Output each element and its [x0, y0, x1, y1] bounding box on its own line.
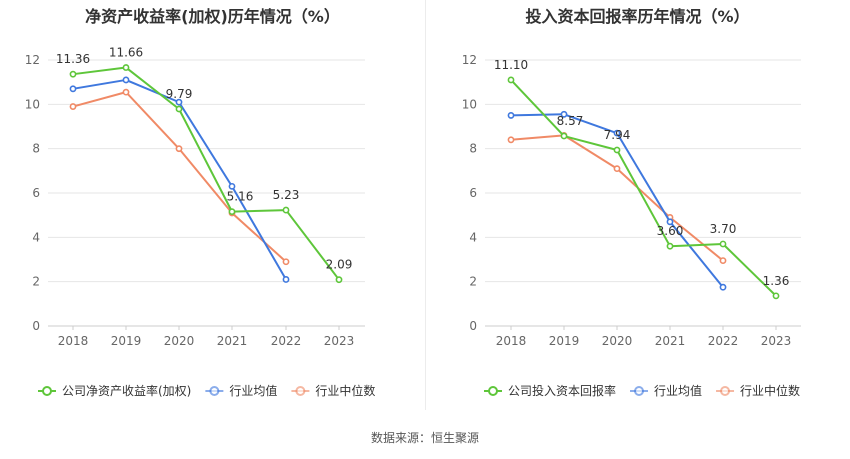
roe-legend-marker: [295, 386, 306, 396]
roic-avg-point: [666, 218, 674, 226]
roe-company-line: [72, 66, 340, 281]
roic-y-tick-label: 0: [469, 319, 477, 333]
roe-median-point: [69, 103, 77, 110]
roic-company-line: [510, 79, 777, 297]
roic-avg-point: [613, 129, 621, 137]
roe-chart-title: 净资产收益率(加权)历年情况（%）: [85, 7, 340, 26]
roic-company-point: [772, 292, 780, 300]
roe-x-tick-label: 2023: [324, 334, 355, 348]
roe-avg-point: [282, 276, 290, 283]
roic-y-tick-label: 10: [462, 97, 477, 111]
roe-legend-label: 公司净资产收益率(加权): [62, 383, 191, 398]
roic-legend-item-company: 公司投入资本回报率: [484, 383, 616, 398]
roic-data-label: 1.36: [763, 274, 790, 288]
roic-legend-label: 公司投入资本回报率: [508, 383, 616, 398]
roe-median-point: [122, 88, 130, 96]
data-source: 数据来源：恒生聚源: [370, 431, 479, 445]
roe-avg-point: [228, 182, 236, 190]
roe-data-label: 5.16: [227, 190, 254, 204]
roic-median-line: [510, 134, 724, 262]
roic-x-tick-label: 2018: [496, 334, 527, 348]
roe-data-label: 2.09: [326, 258, 353, 272]
roic-legend-marker: [634, 386, 645, 396]
roic-company-point: [507, 76, 515, 84]
roic-data-label: 7.94: [604, 128, 631, 142]
roic-company-point: [719, 240, 727, 248]
roe-x-tick-label: 2019: [111, 334, 142, 348]
roe-company-point: [175, 105, 183, 113]
roe-y-tick-label: 10: [25, 97, 40, 111]
roic-x-tick-label: 2019: [549, 334, 580, 348]
roic-avg-point: [719, 283, 727, 291]
roic-legend-item-avg: 行业均值: [630, 383, 702, 398]
roe-legend-label: 行业均值: [229, 383, 277, 398]
roic-legend-label: 行业中位数: [740, 383, 800, 398]
roic-data-label: 8.57: [557, 114, 584, 128]
roe-chart: 0 2 4 6 8 10 12 2018 2019 2020 2021 2022 2023 11.36 11…: [25, 46, 376, 398]
roic-median-point: [507, 136, 515, 144]
roe-company-point: [228, 208, 236, 216]
roic-company-point: [613, 146, 621, 154]
roic-median-point: [613, 165, 621, 173]
roe-avg-point: [69, 85, 77, 93]
roe-data-label: 5.23: [273, 188, 300, 202]
roic-data-label: 3.60: [657, 224, 684, 238]
roe-data-label: 11.36: [56, 52, 90, 66]
roic-data-label: 3.70: [710, 222, 737, 236]
roe-company-point: [335, 276, 343, 284]
roe-avg-point: [122, 76, 130, 84]
roic-avg-point: [560, 110, 568, 118]
roe-median-line: [72, 91, 287, 263]
roic-y-tick-label: 6: [469, 186, 477, 200]
roic-x-tick-label: 2023: [761, 334, 792, 348]
roe-median-point: [175, 145, 183, 153]
roic-legend-label: 行业均值: [654, 383, 702, 398]
roe-company-point: [282, 206, 290, 214]
roe-x-tick-label: 2022: [271, 334, 302, 348]
roic-median-point: [719, 257, 727, 265]
roe-avg-point: [175, 98, 183, 106]
roic-legend-marker: [488, 386, 498, 396]
roe-legend-label: 行业中位数: [315, 383, 375, 398]
roe-company-point: [122, 64, 130, 71]
roe-legend-marker: [209, 386, 220, 396]
chart-divider: [425, 0, 426, 410]
roic-avg-point: [507, 112, 515, 119]
roe-x-tick-label: 2018: [58, 334, 89, 348]
roic-y-tick-label: 2: [469, 275, 477, 289]
roe-median-point: [282, 258, 290, 266]
roe-y-tick-label: 0: [32, 319, 40, 333]
roe-legend-item-avg: 行业均值: [205, 383, 277, 398]
roic-y-tick-label: 12: [462, 53, 477, 67]
roe-company-point: [69, 70, 77, 78]
roic-legend-marker: [720, 386, 731, 396]
roe-x-tick-label: 2020: [164, 334, 195, 348]
roe-x-tick-label: 2021: [217, 334, 248, 348]
roic-company-point: [560, 132, 568, 140]
roic-company-point: [666, 242, 674, 250]
roic-chart: 0 2 4 6 8 10 12 2018 2019 2020 2021 2022 2023 11.10 8.…: [462, 53, 801, 398]
roic-y-tick-label: 8: [469, 142, 477, 156]
roic-x-tick-label: 2020: [602, 334, 633, 348]
roe-legend-item-company: 公司净资产收益率(加权): [38, 383, 191, 398]
roe-y-tick-label: 12: [25, 53, 40, 67]
roic-chart-title: 投入资本回报率历年情况（%）: [525, 7, 750, 26]
roic-x-tick-label: 2021: [655, 334, 686, 348]
roe-data-label: 11.66: [109, 46, 143, 60]
roe-legend-marker: [42, 386, 52, 396]
roe-data-label: 9.79: [166, 87, 193, 101]
roic-legend-item-median: 行业中位数: [716, 383, 800, 398]
roic-data-label: 11.10: [494, 58, 528, 72]
roe-y-tick-label: 2: [32, 275, 40, 289]
roe-y-tick-label: 4: [32, 230, 40, 244]
roe-legend-item-median: 行业中位数: [291, 383, 375, 398]
charts-canvas: 0 2 4 6 8 10 12 2018 2019 2020 2021 2022 2023 11.36 11…: [25, 46, 801, 398]
roic-x-tick-label: 2022: [708, 334, 739, 348]
roe-y-tick-label: 8: [32, 142, 40, 156]
roic-y-tick-label: 4: [469, 230, 477, 244]
roe-y-tick-label: 6: [32, 186, 40, 200]
